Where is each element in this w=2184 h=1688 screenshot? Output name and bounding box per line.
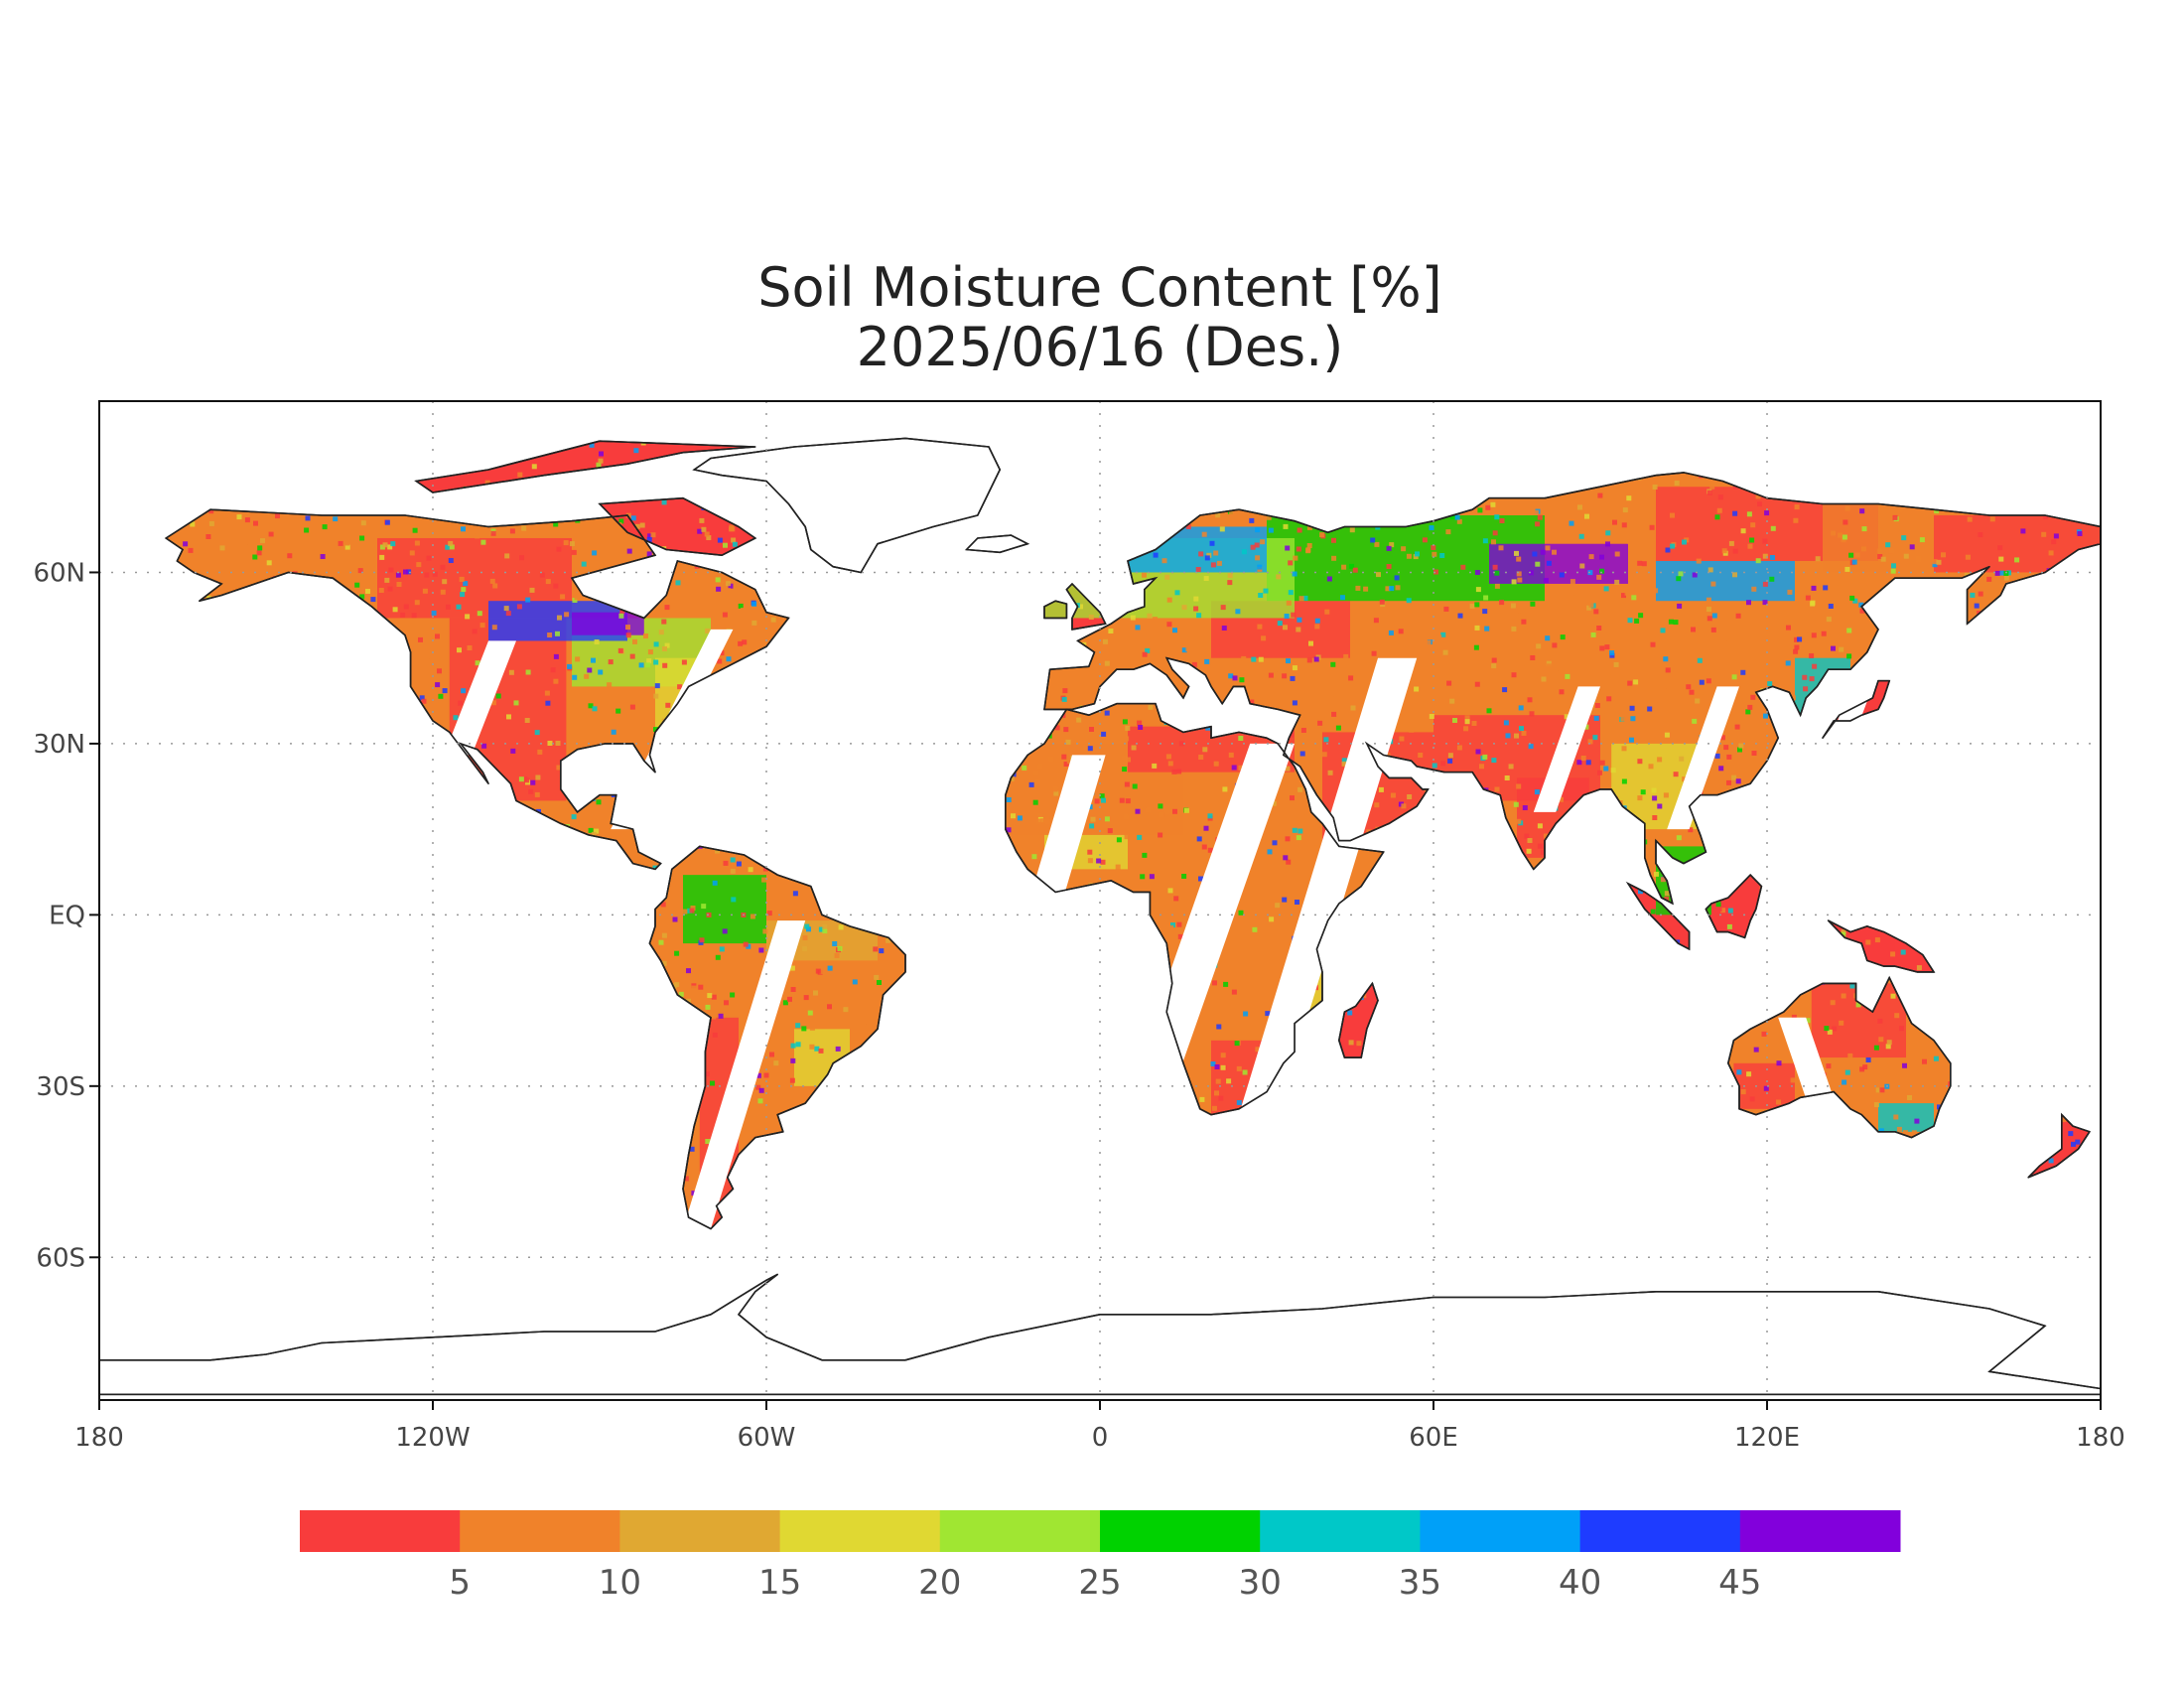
land-fill-madagascar (1338, 983, 1378, 1058)
colorbar-swatch (300, 1510, 461, 1552)
colorbar-swatch (1260, 1510, 1421, 1552)
swath-gap (444, 640, 516, 756)
lon-tick-label: 0 (1092, 1423, 1109, 1453)
colorbar-swatch (1739, 1510, 1901, 1552)
colorbar-swatch (1420, 1510, 1581, 1552)
moisture-region (572, 612, 644, 635)
lon-tick-label: 60E (1409, 1423, 1458, 1453)
lat-tick-label: 30N (33, 730, 85, 760)
lon-tick-label: 60W (738, 1423, 796, 1453)
moisture-region (1489, 543, 1628, 584)
colorbar-label: 30 (1239, 1563, 1282, 1603)
swath-gap (1239, 657, 1418, 1115)
colorbar-swatch (779, 1510, 941, 1552)
colorbar-label: 20 (918, 1563, 961, 1603)
soil-moisture-land-data (166, 441, 2101, 1229)
lat-lon-gridlines (99, 401, 2101, 1400)
colorbar-label: 40 (1559, 1563, 1601, 1603)
map-title-line1: Soil Moisture Content [%] (757, 256, 1441, 319)
lat-tick-label: 60S (36, 1243, 85, 1273)
land-fill-new-zealand (2028, 1114, 2090, 1178)
swath-gap (1795, 686, 1873, 835)
colorbar-label: 10 (599, 1563, 641, 1603)
lon-tick-label: 180 (2076, 1423, 2125, 1453)
coastline-antarctica (99, 1273, 2101, 1396)
lon-tick-label: 120E (1734, 1423, 1800, 1453)
latitude-axis: 60N 30N EQ 30S 60S (33, 558, 99, 1273)
colorbar-label: 5 (449, 1563, 471, 1603)
land-fill-arctic-islands (416, 441, 755, 492)
colorbar-label: 15 (758, 1563, 801, 1603)
moisture-region (1934, 514, 2101, 573)
lon-tick-label: 180 (74, 1423, 124, 1453)
coastline-greenland (693, 437, 1001, 574)
moisture-region (1878, 1103, 1934, 1132)
lat-tick-label: EQ (49, 901, 85, 930)
map-title-line2: 2025/06/16 (Des.) (857, 316, 1344, 378)
land-fill-sumatra (1628, 883, 1690, 949)
lat-tick-label: 30S (36, 1072, 85, 1102)
colorbar-label: 45 (1718, 1563, 1761, 1603)
swath-gap (683, 920, 806, 1229)
moisture-region (1894, 937, 1923, 961)
map-plot-area (99, 401, 2101, 1400)
swath-gap (1533, 686, 1600, 812)
lat-tick-label: 60N (33, 558, 85, 588)
colorbar-swatch (460, 1510, 620, 1552)
lon-tick-label: 120W (395, 1423, 470, 1453)
swath-gap (1667, 686, 1739, 830)
colorbar-swatch (619, 1510, 781, 1552)
colorbar-label: 35 (1399, 1563, 1441, 1603)
longitude-axis: 180 120W 60W 0 60E 120E 180 (74, 1400, 2125, 1453)
land-fill-baffin-island (600, 497, 755, 556)
colorbar-label: 25 (1078, 1563, 1121, 1603)
colorbar-swatch (939, 1510, 1101, 1552)
colorbar-swatch (1579, 1510, 1741, 1552)
colorbar-legend: 5 10 15 20 25 30 35 40 45 (300, 1510, 1901, 1603)
colorbar-swatch (1100, 1510, 1261, 1552)
swath-gap (1778, 1017, 1840, 1115)
land-fill-borneo (1706, 875, 1762, 938)
